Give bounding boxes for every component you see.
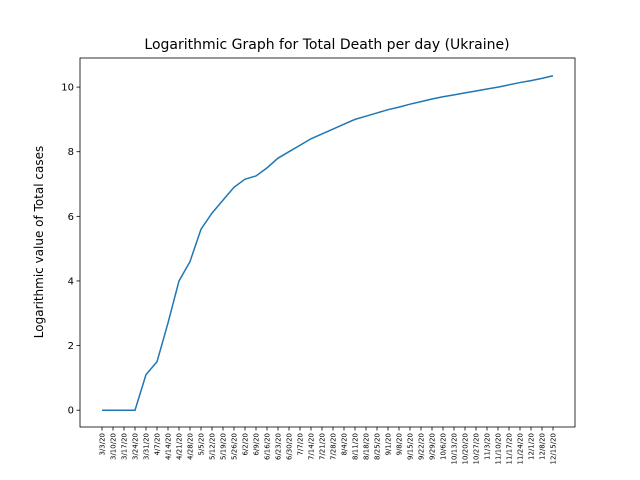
y-tick-label: 10 (61, 83, 74, 94)
x-tick-label: 9/8/20 (396, 433, 404, 456)
x-tick-label: 7/14/20 (308, 433, 316, 460)
x-tick-label: 11/17/20 (506, 433, 514, 464)
x-tick-label: 10/13/20 (451, 433, 459, 464)
x-tick-label: 10/27/20 (473, 433, 481, 464)
x-tick-label: 8/4/20 (341, 433, 349, 456)
x-tick-label: 8/25/20 (374, 433, 382, 460)
x-tick-label: 7/7/20 (297, 433, 305, 456)
x-tick-label: 9/1/20 (385, 433, 393, 456)
x-tick-label: 4/21/20 (176, 433, 184, 460)
x-tick-label: 4/28/20 (187, 433, 195, 460)
y-axis-label: Logarithmic value of Total cases (32, 146, 46, 338)
data-line (102, 75, 554, 411)
x-tick-label: 3/17/20 (121, 433, 129, 460)
x-tick-label: 8/18/20 (363, 433, 371, 460)
x-tick-label: 12/1/20 (528, 433, 536, 460)
x-tick-label: 3/31/20 (143, 433, 151, 460)
x-tick-label: 5/12/20 (209, 433, 217, 460)
x-tick-label: 9/15/20 (407, 433, 415, 460)
x-tick-label: 6/30/20 (286, 433, 294, 460)
y-tick-label: 6 (68, 212, 74, 223)
x-tick-label: 10/6/20 (440, 433, 448, 460)
y-tick-label: 0 (68, 406, 74, 417)
x-tick-label: 3/24/20 (132, 433, 140, 460)
x-tick-label: 6/2/20 (242, 433, 250, 456)
x-tick-label: 6/23/20 (275, 433, 283, 460)
x-tick-label: 9/29/20 (429, 433, 437, 460)
x-tick-label: 4/7/20 (154, 433, 162, 456)
x-tick-label: 5/5/20 (198, 433, 206, 456)
x-tick-label: 5/19/20 (220, 433, 228, 460)
x-tick-label: 11/10/20 (495, 433, 503, 464)
y-tick-label: 4 (68, 276, 74, 287)
x-tick-label: 3/10/20 (110, 433, 118, 460)
x-tick-label: 8/11/20 (352, 433, 360, 460)
y-tick-label: 2 (68, 341, 74, 352)
plot-frame (79, 57, 576, 428)
x-tick-label: 5/26/20 (231, 433, 239, 460)
x-tick-label: 3/3/20 (99, 433, 107, 456)
x-tick-label: 6/16/20 (264, 433, 272, 460)
x-tick-label: 6/9/20 (253, 433, 261, 456)
y-tick-label: 8 (68, 147, 74, 158)
chart-title: Logarithmic Graph for Total Death per da… (144, 37, 509, 53)
x-tick-label: 7/21/20 (319, 433, 327, 460)
x-tick-label: 12/8/20 (539, 433, 547, 460)
x-tick-label: 10/20/20 (462, 433, 470, 464)
x-tick-label: 11/24/20 (517, 433, 525, 464)
x-tick-label: 7/28/20 (330, 433, 338, 460)
x-tick-label: 12/15/20 (550, 433, 558, 464)
x-tick-label: 11/3/20 (484, 433, 492, 460)
x-tick-label: 9/22/20 (418, 433, 426, 460)
x-tick-label: 4/14/20 (165, 433, 173, 460)
